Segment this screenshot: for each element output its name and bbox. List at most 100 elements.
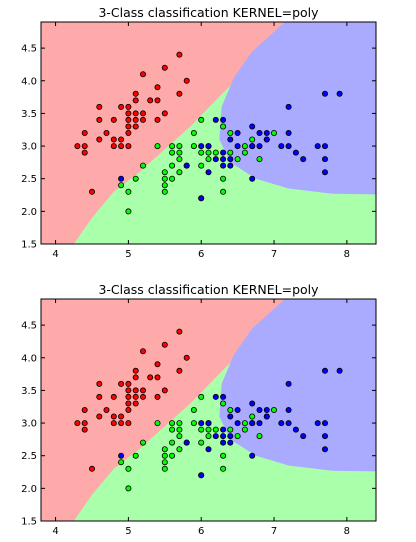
data-point-class-0 xyxy=(125,393,132,400)
data-point-class-0 xyxy=(125,123,132,130)
data-point-class-2 xyxy=(234,406,241,413)
data-point-class-0 xyxy=(81,129,88,136)
data-point-class-2 xyxy=(198,195,205,202)
data-point-class-1 xyxy=(220,465,227,472)
data-point-class-0 xyxy=(81,406,88,413)
data-point-class-2 xyxy=(220,116,227,123)
data-point-class-0 xyxy=(110,420,117,427)
data-point-class-0 xyxy=(74,420,81,427)
data-point-class-1 xyxy=(139,439,146,446)
plot-frame xyxy=(40,21,377,245)
x-tick-label: 5 xyxy=(125,249,131,260)
y-tick-label: 4.0 xyxy=(21,353,37,364)
y-tick-label: 4.0 xyxy=(21,76,37,87)
data-point-class-2 xyxy=(220,433,227,440)
data-point-class-2 xyxy=(227,156,234,163)
data-point-class-2 xyxy=(285,143,292,150)
x-tick-label: 5 xyxy=(125,526,131,537)
data-point-class-1 xyxy=(234,433,241,440)
data-point-class-1 xyxy=(220,123,227,130)
x-tick-label: 7 xyxy=(271,249,277,260)
data-point-class-2 xyxy=(321,367,328,374)
data-point-class-0 xyxy=(110,143,117,150)
data-point-class-2 xyxy=(227,433,234,440)
data-point-class-1 xyxy=(205,149,212,156)
data-point-class-1 xyxy=(241,143,248,150)
data-point-class-1 xyxy=(220,175,227,182)
scatter-points xyxy=(74,328,343,492)
data-point-class-2 xyxy=(212,116,219,123)
data-point-class-0 xyxy=(154,361,161,368)
data-point-class-0 xyxy=(125,143,132,150)
data-point-class-2 xyxy=(249,400,256,407)
data-point-class-0 xyxy=(110,393,117,400)
data-point-class-0 xyxy=(125,103,132,110)
data-point-class-2 xyxy=(198,143,205,150)
data-point-class-1 xyxy=(256,433,263,440)
chart-top: 3-Class classification KERNEL=poly 4 5 6 7 8… xyxy=(21,5,377,260)
data-point-class-2 xyxy=(321,446,328,453)
data-point-class-2 xyxy=(227,136,234,143)
data-point-class-2 xyxy=(321,433,328,440)
chart-bottom: 3-Class classification KERNEL=poly 4 5 6 7 8… xyxy=(21,282,377,537)
data-point-class-0 xyxy=(132,374,139,381)
data-point-class-2 xyxy=(183,439,190,446)
data-point-class-0 xyxy=(89,465,96,472)
x-tick-label: 8 xyxy=(344,249,350,260)
data-point-class-0 xyxy=(118,380,125,387)
data-point-class-2 xyxy=(321,169,328,176)
x-tick-label: 8 xyxy=(344,526,350,537)
data-point-class-0 xyxy=(132,97,139,104)
data-point-class-1 xyxy=(161,459,168,466)
data-point-class-1 xyxy=(270,406,277,413)
data-point-class-1 xyxy=(249,413,256,420)
data-point-class-2 xyxy=(285,420,292,427)
data-point-class-1 xyxy=(241,426,248,433)
data-point-class-0 xyxy=(132,116,139,123)
data-point-class-2 xyxy=(285,406,292,413)
data-point-class-1 xyxy=(118,459,125,466)
y-tick-label: 1.5 xyxy=(21,240,37,251)
y-tick-label: 2.0 xyxy=(21,207,37,218)
data-point-class-0 xyxy=(81,426,88,433)
data-point-class-0 xyxy=(125,110,132,117)
data-point-class-1 xyxy=(132,452,139,459)
data-point-class-1 xyxy=(220,188,227,195)
data-point-class-0 xyxy=(125,406,132,413)
data-point-class-0 xyxy=(154,116,161,123)
data-point-class-1 xyxy=(154,420,161,427)
data-point-class-1 xyxy=(176,433,183,440)
data-point-class-0 xyxy=(176,51,183,58)
data-point-class-1 xyxy=(176,156,183,163)
data-point-class-2 xyxy=(212,156,219,163)
data-point-class-1 xyxy=(198,393,205,400)
data-point-class-1 xyxy=(256,156,263,163)
data-point-class-2 xyxy=(118,175,125,182)
data-point-class-2 xyxy=(300,433,307,440)
data-point-class-2 xyxy=(212,433,219,440)
data-point-class-2 xyxy=(220,393,227,400)
data-point-class-0 xyxy=(139,116,146,123)
data-point-class-1 xyxy=(212,426,219,433)
data-point-class-2 xyxy=(220,439,227,446)
data-point-class-2 xyxy=(321,420,328,427)
region-class-2 xyxy=(219,22,376,195)
data-point-class-2 xyxy=(321,143,328,150)
data-point-class-0 xyxy=(125,129,132,136)
data-point-class-1 xyxy=(198,149,205,156)
data-point-class-0 xyxy=(125,387,132,394)
data-point-class-1 xyxy=(176,169,183,176)
data-point-class-0 xyxy=(96,380,103,387)
data-point-class-2 xyxy=(220,162,227,169)
data-point-class-0 xyxy=(110,116,117,123)
data-point-class-1 xyxy=(176,420,183,427)
data-point-class-1 xyxy=(176,149,183,156)
y-tick-label: 3.5 xyxy=(21,109,37,120)
data-point-class-1 xyxy=(161,182,168,189)
y-tick-label: 2.0 xyxy=(21,484,37,495)
data-point-class-0 xyxy=(132,393,139,400)
data-point-class-1 xyxy=(241,149,248,156)
data-point-class-0 xyxy=(161,64,168,71)
data-point-class-2 xyxy=(205,446,212,453)
